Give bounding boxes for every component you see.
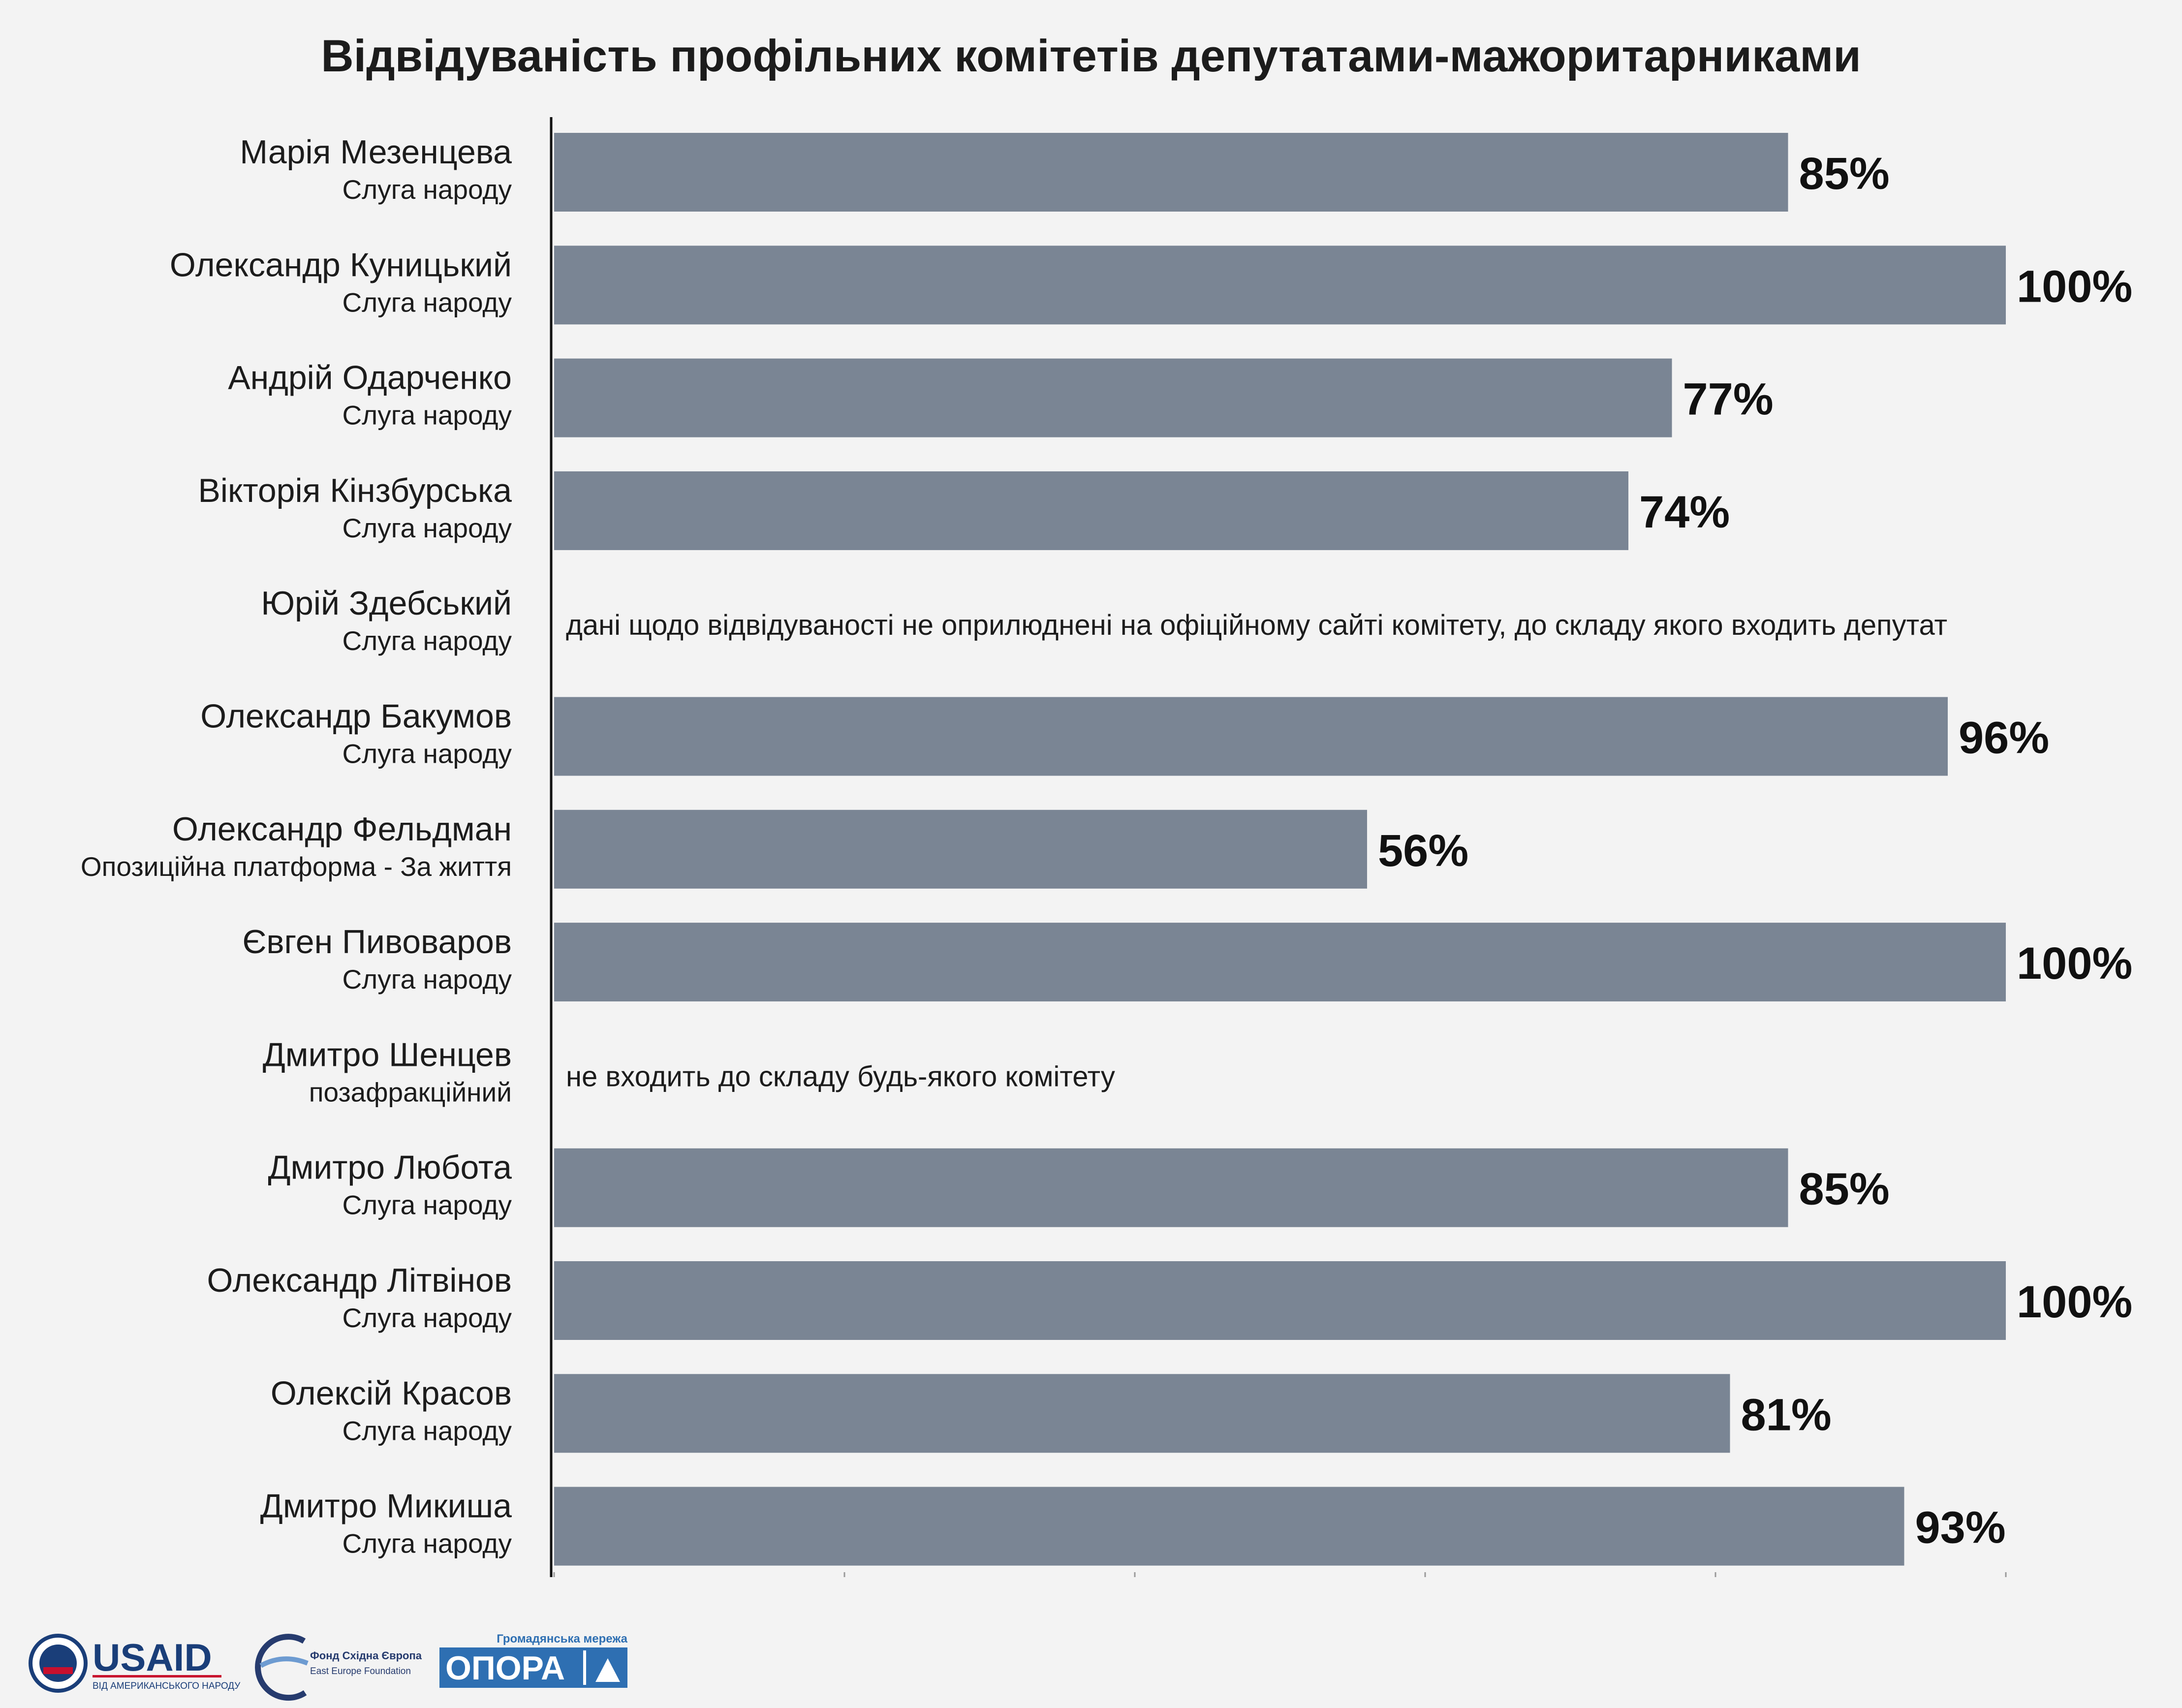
category-name: Олександр Фельдман [172,810,512,848]
bar [554,1487,1904,1566]
category-party: Слуга народу [342,174,512,205]
category-name: Андрій Одарченко [228,359,512,397]
category-party: Слуга народу [342,513,512,543]
data-label: 85% [1799,1164,1890,1214]
data-label: 74% [1639,487,1730,537]
category-name: Юрій Здебський [261,585,512,622]
category-party: Слуга народу [342,1528,512,1559]
data-label: 100% [2017,938,2132,989]
data-label: 77% [1683,374,1774,425]
x-axis-ticks [553,1572,2007,1577]
eef-name: Фонд Східна Європа [310,1649,422,1662]
usaid-logo: USAID ВІД АМЕРИКАНСЬКОГО НАРОДУ [29,1634,241,1693]
opora-logo: Громадянська мережа ОПОРА [439,1632,628,1688]
chart-row: Олександр Куницький Слуга народу 100% [170,246,2132,325]
usaid-tagline: ВІД АМЕРИКАНСЬКОГО НАРОДУ [93,1681,241,1691]
bar [554,1148,1788,1227]
category-name: Вікторія Кінзбурська [198,472,512,509]
category-name: Євген Пивоваров [242,923,512,961]
category-party: Слуга народу [342,400,512,431]
data-label: 96% [1959,713,2049,763]
bar-note: не входить до складу будь-якого комітету [566,1060,1115,1092]
bar [554,133,1788,212]
opora-triangle-icon [595,1658,620,1682]
bar-note: дані щодо відвідуваності не оприлюднені … [566,609,1947,641]
category-name: Дмитро Микиша [260,1488,512,1525]
bar [554,1261,2006,1340]
chart-row: Вікторія Кінзбурська Слуга народу 74% [198,471,1730,550]
bar [554,1374,1730,1453]
category-party: Слуга народу [342,964,512,994]
data-label: 93% [1915,1503,2006,1553]
category-name: Дмитро Шенцев [263,1036,512,1073]
category-name: Марія Мезенцева [240,133,512,171]
category-party: Опозиційна платформа - За життя [81,851,512,882]
category-name: Олександр Бакумов [200,698,512,735]
chart-row: Дмитро Шенцев позафракційний не входить до… [263,1036,1115,1107]
chart-title: Відвідуваність профільних комітетів депу… [321,31,1861,81]
bar [554,246,2006,325]
data-label: 85% [1799,149,1890,199]
eef-swirl-accent [259,1656,309,1668]
bar [554,697,1948,776]
category-party: Слуга народу [342,287,512,317]
eef-logo: Фонд Східна Європа East Europe Foundatio… [255,1634,422,1701]
chart-row: Олександр Літвінов Слуга народу 100% [207,1261,2132,1340]
bar [554,923,2006,1002]
category-party: позафракційний [309,1077,512,1107]
category-party: Слуга народу [342,739,512,769]
opora-divider [583,1650,586,1685]
data-label: 56% [1378,826,1468,876]
data-label: 100% [2017,1277,2132,1327]
usaid-underline [93,1675,221,1677]
data-label: 81% [1741,1390,1832,1440]
eef-swirl-icon [255,1634,307,1701]
eef-name-en: East Europe Foundation [310,1666,411,1677]
category-name: Дмитро Любота [268,1149,512,1186]
bar [554,471,1628,550]
category-party: Слуга народу [342,625,512,656]
bar [554,358,1672,437]
usaid-wordmark: USAID [93,1636,212,1679]
chart-row: Олександр Бакумов Слуга народу 96% [200,697,2049,776]
category-party: Слуга народу [342,1303,512,1333]
chart-row: Дмитро Любота Слуга народу 85% [268,1148,1890,1227]
category-party: Слуга народу [342,1190,512,1220]
opora-caption: Громадянська мережа [497,1632,627,1646]
category-name: Олексій Красов [271,1374,512,1412]
usaid-seal-inner [39,1645,77,1682]
data-label: 100% [2017,261,2132,311]
category-name: Олександр Куницький [170,246,512,283]
opora-wordmark: ОПОРА [445,1649,565,1687]
category-party: Слуга народу [342,1415,512,1446]
bar [554,809,1367,889]
usaid-seal-stripe [43,1667,73,1674]
category-name: Олександр Літвінов [207,1262,512,1299]
